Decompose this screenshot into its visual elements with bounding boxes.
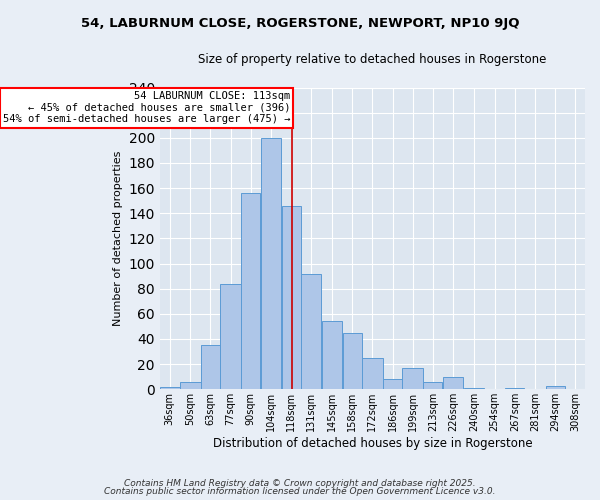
Bar [343, 332, 362, 390]
X-axis label: Distribution of detached houses by size in Rogerstone: Distribution of detached houses by size … [212, 437, 532, 450]
Bar [443, 376, 463, 390]
Bar [464, 388, 484, 390]
Bar [403, 368, 423, 390]
Bar [201, 346, 220, 390]
Bar [362, 358, 383, 390]
Bar [505, 388, 524, 390]
Y-axis label: Number of detached properties: Number of detached properties [113, 150, 123, 326]
Bar [322, 322, 343, 390]
Text: 54, LABURNUM CLOSE, ROGERSTONE, NEWPORT, NP10 9JQ: 54, LABURNUM CLOSE, ROGERSTONE, NEWPORT,… [81, 18, 519, 30]
Bar [220, 284, 241, 390]
Bar [423, 382, 442, 390]
Bar [281, 206, 301, 390]
Title: Size of property relative to detached houses in Rogerstone: Size of property relative to detached ho… [198, 52, 547, 66]
Bar [241, 193, 260, 390]
Bar [260, 138, 281, 390]
Bar [545, 386, 565, 390]
Text: 54 LABURNUM CLOSE: 113sqm
← 45% of detached houses are smaller (396)
54% of semi: 54 LABURNUM CLOSE: 113sqm ← 45% of detac… [3, 92, 290, 124]
Bar [301, 274, 322, 390]
Bar [383, 379, 402, 390]
Text: Contains HM Land Registry data © Crown copyright and database right 2025.: Contains HM Land Registry data © Crown c… [124, 478, 476, 488]
Text: Contains public sector information licensed under the Open Government Licence v3: Contains public sector information licen… [104, 487, 496, 496]
Bar [180, 382, 200, 390]
Bar [160, 387, 179, 390]
